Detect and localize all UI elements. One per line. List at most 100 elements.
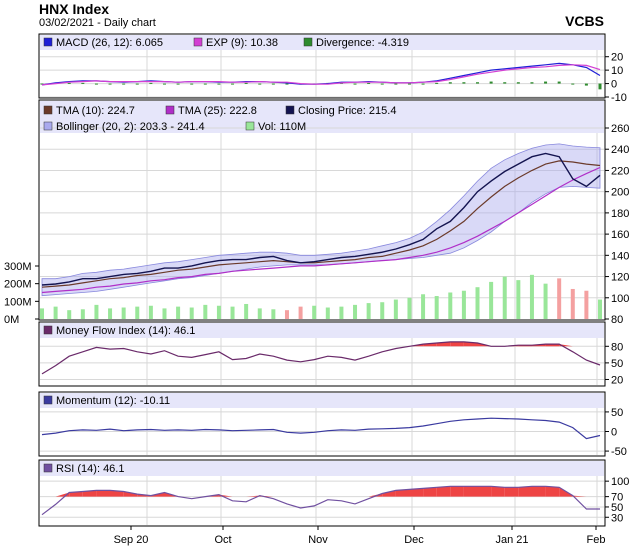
price-lines [41,152,601,294]
volume-bar [230,306,235,319]
legend-swatch [43,395,53,405]
volume-bar [529,274,534,319]
rsi-grid [40,476,604,525]
volume-bar [108,308,113,319]
volume-bar [461,290,466,319]
price-y-tick-label: 240 [611,144,629,156]
legend-swatch [43,121,53,131]
volume-bar [393,299,398,319]
volume-y-tick-label: 100M [4,296,32,308]
divergence-bar [598,83,602,90]
divergence-bar [476,82,480,84]
divergence-bar [435,82,439,84]
rsi-fill-area [409,488,424,497]
volume-bar [135,306,140,319]
momentum-y-ticks: 50 0 -50 [605,407,627,458]
price-grid [40,127,604,319]
volume-bar [176,306,181,319]
divergence-bar [353,83,357,85]
volume-bar [366,303,371,319]
volume-bar [407,297,412,319]
legend-label: TMA (10): 224.7 [56,105,135,117]
volume-bar [80,309,85,319]
volume-y-tick-label: 0M [4,314,19,326]
x-axis-label: Sep 20 [114,534,149,546]
legend-label: RSI (14): 46.1 [56,463,124,475]
divergence-bar [394,83,398,85]
volume-bar [189,307,194,319]
volume-bar [421,294,426,319]
rsi-fill-area [246,495,260,497]
volume-bar [244,303,249,319]
macd-lines [41,62,601,86]
mfi-y-ticks: 80 50 20 [605,341,623,386]
brand-label: VCBS [565,13,604,29]
rsi-fill-area [382,490,396,497]
rsi-fill-area [96,490,110,497]
volume-bar [94,304,99,319]
divergence-bar [462,82,466,84]
macd-y-tick-label: 0 [611,79,617,91]
rsi-fill-area [82,490,97,497]
divergence-bar [162,83,166,85]
divergence-bar [135,83,139,85]
divergence-bar [584,83,588,86]
divergence-bar [557,81,561,84]
x-axis-label: Nov [308,534,328,546]
legend-label: TMA (25): 222.8 [178,105,257,117]
rsi-fill-area [450,486,464,497]
price-y-tick-label: 260 [611,123,629,135]
mfi-legend-bar [40,323,604,338]
volume-y-tick-label: 200M [4,279,32,291]
rsi-fill-area [545,486,560,497]
rsi-fill-area [477,486,492,497]
rsi-y-tick-label: 70 [611,492,623,504]
price-y-tick-label: 140 [611,250,629,262]
legend-label: Bollinger (20, 2): 203.3 - 241.4 [56,121,205,133]
macd-panel: MACD (26, 12): 6.065 EXP (9): 10.38 Diverg… [38,33,627,104]
price-legend: TMA (10): 224.7 TMA (25): 222.8 Closing Pr… [43,105,396,133]
macd-y-tick-label: 20 [611,52,623,64]
macd-legend-bar [40,35,604,50]
momentum-legend-bar [40,393,604,408]
volume-bars [40,274,602,319]
rsi-fill-area [368,493,383,497]
divergence-bar [530,82,534,84]
rsi-fill-area [532,486,546,497]
mfi-y-tick-label: 80 [611,341,623,353]
divergence-bar [503,82,507,84]
legend-label: MACD (26, 12): 6.065 [56,37,163,49]
volume-bar [557,278,562,319]
legend-swatch [43,463,53,473]
rsi-fill-area [518,486,532,497]
legend-swatch [303,37,313,47]
legend-swatch [43,325,53,335]
volume-bar [53,306,58,319]
rsi-fill-area [572,495,587,497]
legend-swatch [43,37,53,47]
divergence-bar [40,83,44,85]
divergence-bar [448,82,452,84]
divergence-bar [367,82,371,84]
mfi-y-tick-label: 50 [611,358,623,370]
exp-line [41,64,601,86]
divergence-bar [271,83,275,85]
volume-bar [598,299,602,319]
momentum-panel: Momentum (12): -10.11 50 0 -50 [38,391,627,458]
volume-bar [475,287,480,319]
x-axis-label: Oct [214,534,231,546]
macd-divergence-bars [40,81,602,90]
divergence-bar [489,81,493,84]
volume-bar [434,296,439,319]
divergence-bar [231,83,235,85]
rsi-fill-area [123,491,138,497]
mfi-line [41,341,601,375]
divergence-bar [81,82,85,84]
x-axis-label: Jan 21 [495,534,528,546]
divergence-bar [380,83,384,85]
rsi-fill-area [463,486,478,497]
divergence-bar [190,83,194,85]
